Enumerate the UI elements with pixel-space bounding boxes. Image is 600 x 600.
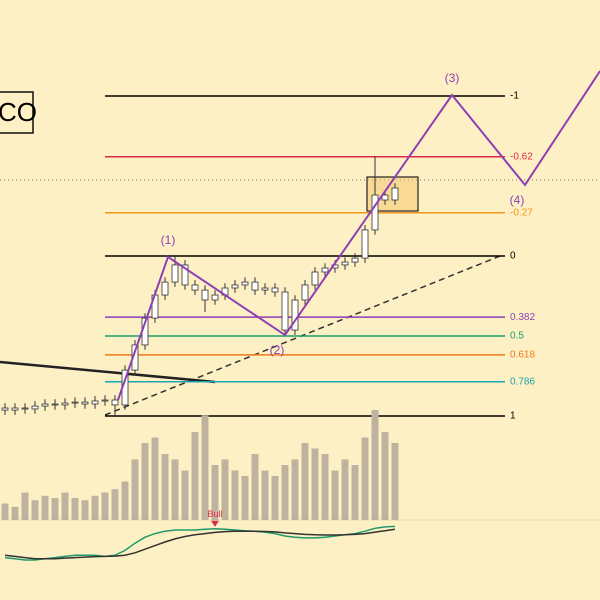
candle-body <box>111 399 119 406</box>
plot: -1 -0.62 -0.27 0 0.382 0.5 0.618 0.786 1 (1) (2) (3… <box>1 70 600 561</box>
wave-label: (1) <box>161 233 176 247</box>
volume-bar <box>11 506 19 520</box>
macd-line <box>4 528 396 560</box>
volume-bar <box>301 443 309 520</box>
volume-bar <box>151 437 159 520</box>
candle-body <box>1 407 9 411</box>
candle-body <box>211 294 219 301</box>
candle-body <box>311 271 319 286</box>
volume-bar <box>111 489 119 520</box>
candle-body <box>31 405 39 410</box>
fib-label: 0.618 <box>510 350 535 361</box>
fib-label: 1 <box>510 411 516 422</box>
volume-bar <box>31 500 39 520</box>
signal-label: Bull <box>207 509 222 519</box>
volume-bar <box>161 454 169 520</box>
candle-body <box>281 291 289 331</box>
candle-body <box>101 399 109 402</box>
fib-label: 0 <box>510 251 516 262</box>
volume-bar <box>191 432 199 520</box>
volume-bar <box>271 476 279 520</box>
candle-body <box>251 281 259 291</box>
volume-bar <box>371 410 379 520</box>
candle-body <box>301 284 309 301</box>
candle-body <box>171 264 179 283</box>
fib-label: -0.62 <box>510 151 533 162</box>
volume-bar <box>81 500 89 520</box>
candle-body <box>391 187 399 201</box>
volume-bar <box>341 459 349 520</box>
volume-bar <box>41 495 49 520</box>
volume-bar <box>51 498 59 520</box>
volume-bar <box>361 437 369 520</box>
candle-body <box>341 261 349 266</box>
volume-bar <box>241 476 249 520</box>
candle-body <box>191 284 199 291</box>
volume-bar <box>181 470 189 520</box>
candle-body <box>321 267 329 273</box>
fib-label: -1 <box>510 91 519 102</box>
fib-label: 0.382 <box>510 312 535 323</box>
volume-bar <box>121 481 129 520</box>
volume-bar <box>331 470 339 520</box>
signal-marker <box>211 520 219 527</box>
volume-bar <box>221 459 229 520</box>
candle-body <box>371 194 379 231</box>
wave-label: (3) <box>445 71 460 85</box>
volume-bar <box>231 470 239 520</box>
macd-line <box>4 525 396 561</box>
volume-bar <box>281 465 289 520</box>
volume-bar <box>1 503 9 520</box>
fib-label: -0.27 <box>510 207 533 218</box>
volume-bar <box>251 454 259 520</box>
candle-body <box>261 287 269 291</box>
volume-bar <box>311 448 319 520</box>
volume-bar <box>351 465 359 520</box>
volume-bar <box>261 470 269 520</box>
candle-body <box>21 407 29 410</box>
volume-bar <box>211 465 219 520</box>
title-box <box>0 91 34 134</box>
candle-body <box>11 407 19 411</box>
volume-bar <box>171 459 179 520</box>
candle-body <box>91 400 99 405</box>
wave-line <box>117 70 600 401</box>
candle-body <box>81 401 89 405</box>
volume-bar <box>391 443 399 520</box>
trendline <box>0 360 216 384</box>
candle-body <box>161 281 169 296</box>
volume-bar <box>61 492 69 520</box>
candle-body <box>241 281 249 286</box>
candle-body <box>181 264 189 286</box>
fib-label: 0.786 <box>510 376 535 387</box>
volume-bar <box>141 443 149 520</box>
candle-body <box>351 257 359 263</box>
wave-label: (2) <box>270 343 285 357</box>
candle-body <box>271 287 279 293</box>
candle-body <box>381 194 389 201</box>
volume-bar <box>291 459 299 520</box>
volume-bar <box>71 498 79 520</box>
volume-bar <box>381 432 389 520</box>
candle-body <box>361 229 369 259</box>
candle-body <box>51 403 59 406</box>
volume-bar <box>91 495 99 520</box>
candle-body <box>231 284 239 289</box>
volume-bar <box>101 492 109 520</box>
candle-body <box>201 289 209 301</box>
candle-body <box>41 403 49 407</box>
candle-body <box>71 401 79 404</box>
volume-bar <box>201 415 209 520</box>
wave-label: (4) <box>510 193 525 207</box>
candle-body <box>61 402 69 406</box>
volume-bar <box>321 454 329 520</box>
volume-bar <box>21 492 29 520</box>
volume-bar <box>131 459 139 520</box>
fib-label: 0.5 <box>510 331 524 342</box>
chart-title: CO <box>0 97 37 127</box>
candle-body <box>291 299 299 331</box>
